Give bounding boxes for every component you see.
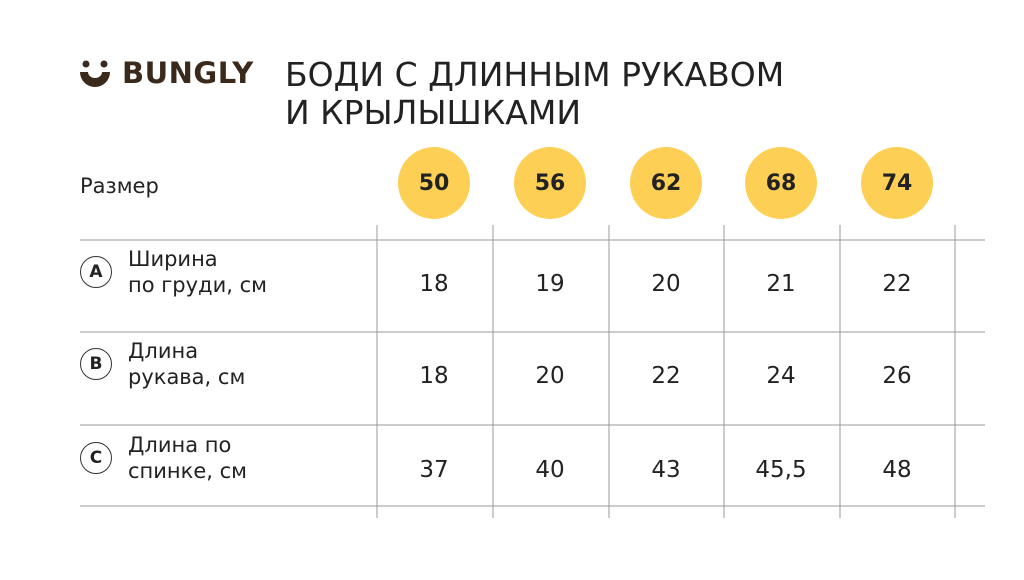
cell-value: 40 [535,457,565,483]
cell-value: 37 [419,457,449,483]
row-label: Ширина [128,247,218,271]
cell-value: 19 [535,271,565,297]
brand: BUNGLY [122,56,254,90]
cell-value: 43 [651,457,681,483]
size-badge: 50 [398,147,470,219]
size-label: Размер [80,174,159,198]
row-label: по груди, см [128,273,267,297]
cell-value: 45,5 [755,457,807,483]
title: И КРЫЛЫШКАМИ [285,93,582,132]
row-label: Длина по [128,433,232,457]
row-label: рукава, см [128,365,246,389]
cell-value: 22 [651,363,681,389]
size-badge: 74 [861,147,933,219]
size-badge: 56 [514,147,586,219]
row-letter: A [80,256,112,288]
cell-value: 20 [651,271,681,297]
cell-value: 20 [535,363,565,389]
cell-value: 48 [882,457,912,483]
cell-value: 18 [419,363,449,389]
cell-value: 18 [419,271,449,297]
row-label: спинке, см [128,459,247,483]
row-label: Длина [128,339,199,363]
size-badge: 68 [745,147,817,219]
cell-value: 21 [766,271,796,297]
title: БОДИ С ДЛИННЫМ РУКАВОМ [285,55,785,94]
row-letter: B [80,348,112,380]
cell-value: 26 [882,363,912,389]
cell-value: 24 [766,363,796,389]
row-letter: C [80,442,112,474]
size-badge: 62 [630,147,702,219]
logo-icon [80,60,110,87]
cell-value: 22 [882,271,912,297]
